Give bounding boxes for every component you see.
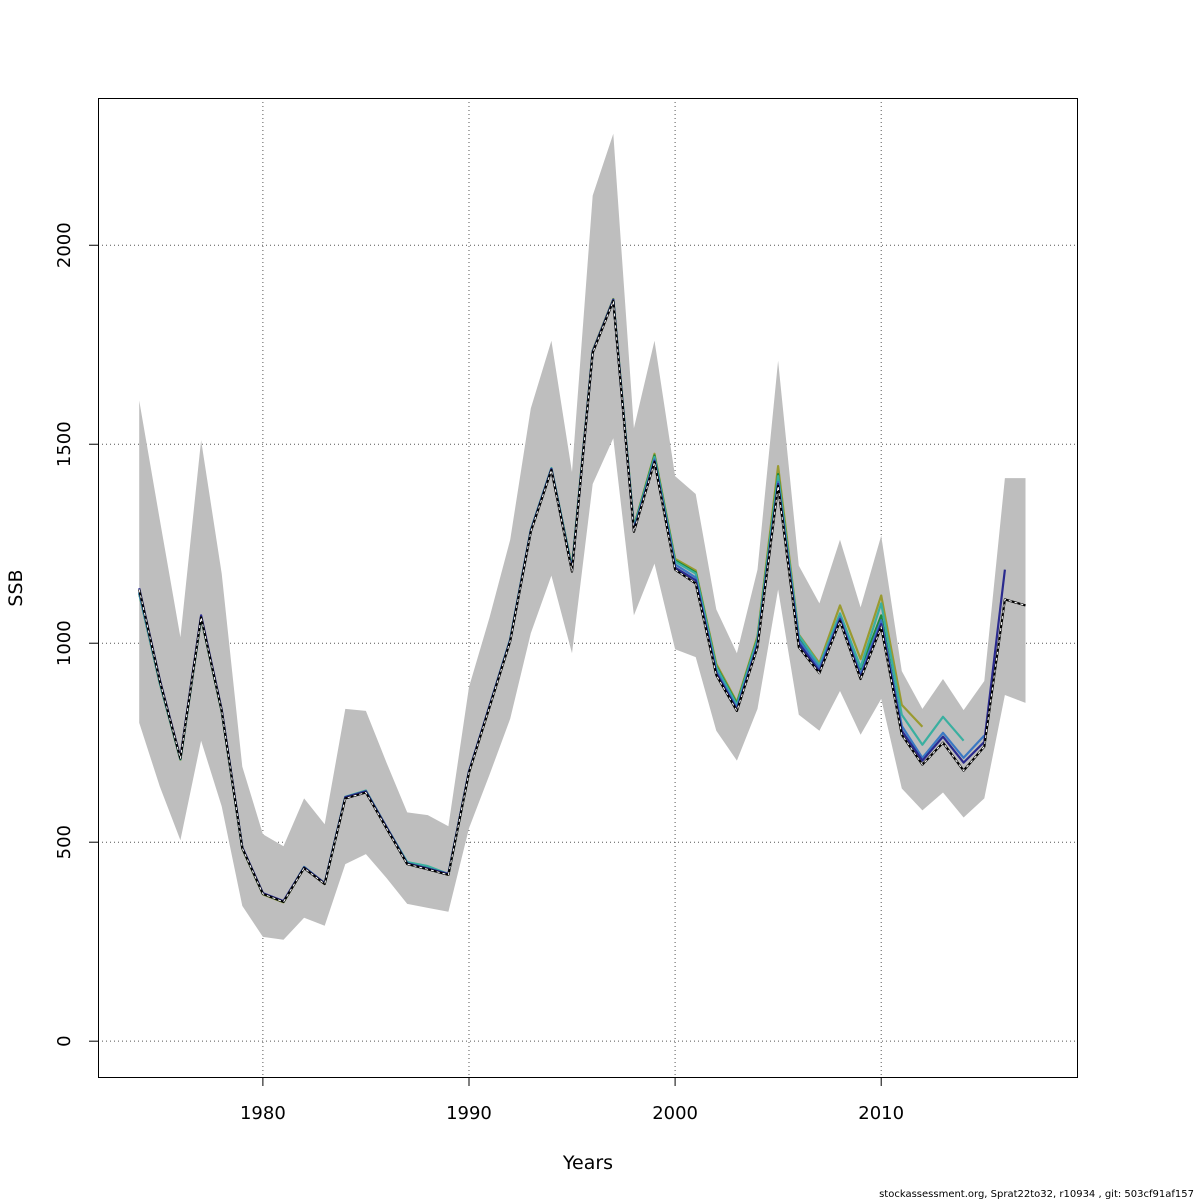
y-tick-label: 1500 <box>54 421 75 467</box>
x-axis: 1980 1990 2000 2010 <box>240 1077 904 1124</box>
y-tick-label: 2000 <box>54 222 75 268</box>
confidence-band <box>139 133 1026 940</box>
y-axis-title: SSB <box>5 569 27 606</box>
series-group <box>138 297 1026 904</box>
series-line-1-dash <box>138 300 1026 903</box>
y-tick-label: 500 <box>54 825 75 859</box>
y-tick-label: 0 <box>54 1035 75 1046</box>
footer-credit: stockassessment.org, Sprat22to32, r10934… <box>879 1189 1194 1200</box>
y-tick-label: 1000 <box>54 620 75 666</box>
x-axis-title: Years <box>562 1152 613 1174</box>
x-tick-label: 1980 <box>240 1103 286 1124</box>
x-tick-label: 2010 <box>858 1103 904 1124</box>
x-tick-label: 1990 <box>446 1103 492 1124</box>
confidence-band-group <box>139 133 1026 940</box>
y-axis: 0 500 1000 1500 2000 <box>54 222 98 1047</box>
plot-frame <box>98 98 1078 1078</box>
x-tick-label: 2000 <box>652 1103 698 1124</box>
